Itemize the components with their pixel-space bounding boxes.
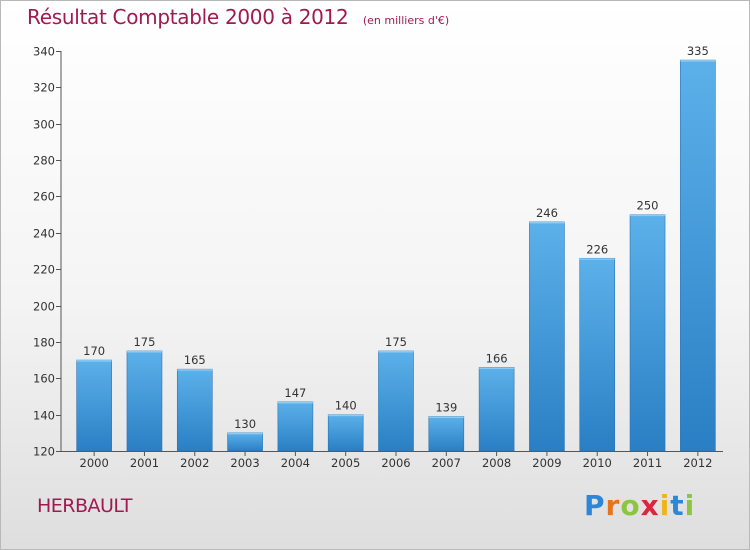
bar-highlight: [529, 221, 565, 224]
y-tick-label: 340: [33, 45, 55, 59]
x-tick-label: 2004: [281, 456, 310, 470]
bar-highlight: [328, 414, 364, 417]
labels: 170 175 165 130 147 140 175 139 166 246 226 250 335: [83, 44, 709, 431]
y-tick-label: 320: [33, 81, 55, 95]
x-tick-label: 2011: [633, 456, 662, 470]
data-label: 147: [284, 386, 306, 400]
x-tick-label: 2002: [180, 456, 209, 470]
data-label: 139: [435, 400, 457, 414]
bar: [378, 350, 414, 452]
brand-letter: P: [584, 489, 606, 522]
brand-letter: i: [659, 489, 671, 522]
bar-highlight: [177, 369, 213, 371]
title-block: Résultat Comptable 2000 à 2012 (en milli…: [27, 5, 449, 29]
bar-highlight: [579, 258, 615, 260]
bar: [428, 416, 465, 452]
x-tick-label: 2008: [482, 456, 511, 470]
x-tick-label: 2006: [381, 456, 410, 470]
brand-letter: r: [605, 489, 621, 522]
bar: [579, 257, 616, 452]
x-tick-label: 2005: [331, 456, 360, 470]
y-tick-label: 240: [33, 227, 55, 241]
bar: [76, 359, 112, 452]
data-label: 130: [234, 417, 256, 431]
bar: [227, 432, 263, 452]
y-tick-label: 300: [33, 118, 55, 132]
chart-subtitle: (en milliers d'€): [362, 14, 450, 27]
data-label: 140: [335, 399, 357, 413]
bar-highlight: [428, 416, 464, 418]
y-tick-label: 160: [33, 372, 55, 386]
bar: [680, 59, 716, 452]
bar-highlight: [378, 351, 414, 353]
bar: [176, 368, 213, 452]
chart-title: Résultat Comptable 2000 à 2012: [27, 5, 349, 29]
x-tick-label: 2009: [532, 456, 561, 470]
y-tick-label: 180: [33, 336, 55, 350]
y-tick-label: 200: [33, 300, 55, 314]
x-tick-label: 2012: [683, 456, 712, 470]
axes: 120 140 160 180 200 220 240 260 280 300 320 340 2000…: [33, 45, 723, 470]
bars: [76, 59, 716, 452]
bar: [629, 214, 666, 452]
data-label: 335: [687, 44, 709, 58]
brand-logo: Proxiti: [584, 489, 695, 522]
data-label: 170: [83, 344, 105, 358]
x-tick-label: 2007: [432, 456, 461, 470]
bar-highlight: [479, 367, 515, 369]
y-tick-label: 280: [33, 154, 55, 168]
commune-name: HERBAULT: [37, 495, 133, 517]
bar-highlight: [630, 214, 666, 217]
bar: [327, 414, 364, 452]
x-tick-label: 2000: [80, 456, 109, 470]
bar: [529, 221, 565, 452]
data-label: 166: [486, 351, 508, 365]
data-label: 250: [637, 199, 659, 213]
bar-highlight: [76, 360, 112, 362]
x-tick-label: 2003: [230, 456, 259, 470]
x-tick-label: 2001: [130, 456, 159, 470]
bar-highlight: [227, 432, 263, 435]
brand-letter: t: [670, 489, 685, 522]
data-label: 165: [184, 353, 206, 367]
bar: [126, 350, 163, 452]
brand-letter: o: [620, 489, 641, 522]
bar-highlight: [680, 60, 716, 62]
data-label: 246: [536, 206, 558, 220]
data-label: 175: [133, 335, 155, 349]
bar: [277, 401, 314, 452]
x-tick-label: 2010: [583, 456, 612, 470]
y-tick-label: 140: [33, 409, 55, 423]
brand-letter: i: [684, 489, 696, 522]
bar: [478, 367, 515, 452]
data-label: 226: [586, 242, 608, 256]
y-tick-label: 260: [33, 190, 55, 204]
data-label: 175: [385, 335, 407, 349]
bar-highlight: [277, 401, 313, 404]
bar-highlight: [126, 351, 162, 353]
brand-letter: x: [640, 489, 660, 522]
y-tick-label: 220: [33, 263, 55, 277]
y-tick-label: 120: [33, 445, 55, 459]
